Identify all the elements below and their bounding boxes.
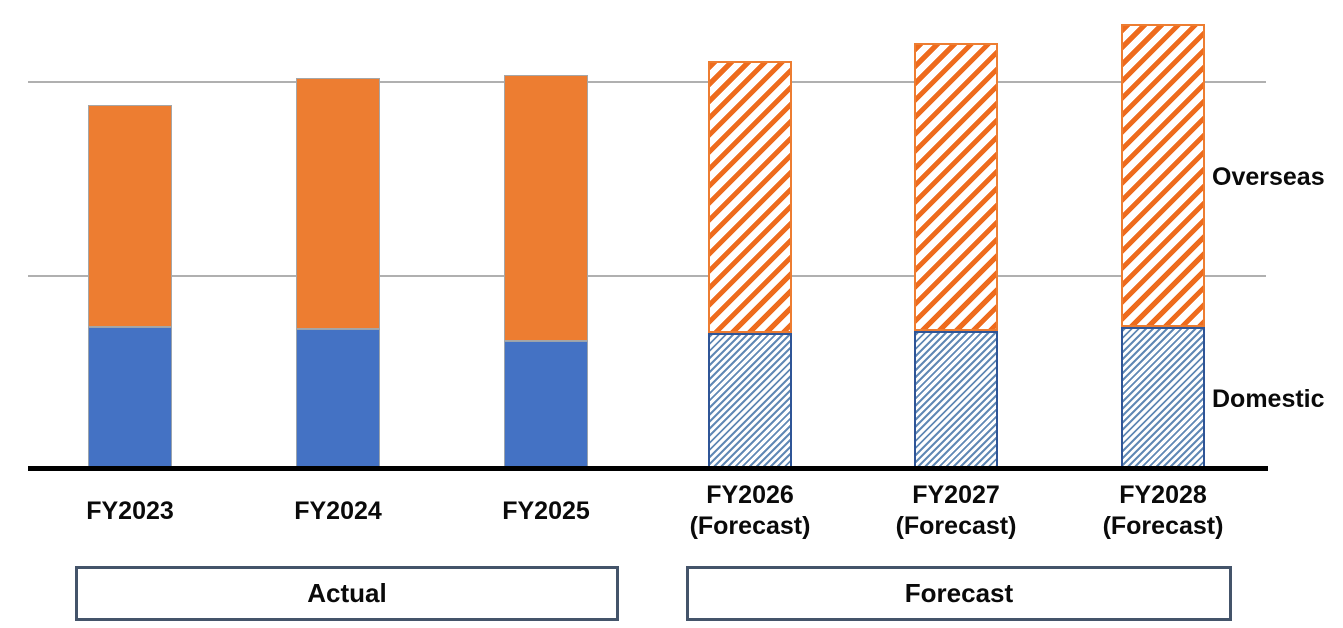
category-label-fy2027: FY2027 (Forecast) <box>853 478 1059 544</box>
bar-segment-domestic-fy2025 <box>504 341 588 468</box>
category-label-fy2025: FY2025 <box>443 478 649 544</box>
category-label-line1: FY2026 <box>706 481 794 509</box>
bar-segment-overseas-fy2026 <box>708 61 792 333</box>
category-label-line1: FY2027 <box>912 481 1000 509</box>
category-label-fy2023: FY2023 <box>27 478 233 544</box>
category-label-line1: FY2024 <box>294 496 382 525</box>
gridline-upper <box>28 81 1266 83</box>
series-label-overseas: Overseas <box>1212 163 1325 191</box>
bar-segment-domestic-fy2024 <box>296 329 380 468</box>
bar-segment-domestic-fy2028 <box>1121 327 1205 468</box>
actual-group-box: Actual <box>75 566 619 621</box>
category-label-fy2024: FY2024 <box>235 478 441 544</box>
category-label-line2: (Forecast) <box>895 512 1017 540</box>
category-label-line1: FY2025 <box>502 496 590 525</box>
bar-segment-overseas-fy2024 <box>296 78 380 329</box>
gridline-lower <box>28 275 1266 277</box>
bar-segment-domestic-fy2023 <box>88 327 172 468</box>
forecast-group-label: Forecast <box>904 578 1014 608</box>
category-label-line1: FY2023 <box>86 496 174 525</box>
x-axis-line <box>28 466 1268 471</box>
bar-segment-overseas-fy2027 <box>914 43 998 331</box>
bar-segment-domestic-fy2026 <box>708 333 792 468</box>
series-label-domestic: Domestic <box>1212 385 1325 413</box>
category-label-line2: (Forecast) <box>689 512 811 540</box>
actual-group-label: Actual <box>307 578 387 608</box>
category-label-fy2026: FY2026 (Forecast) <box>647 478 853 544</box>
category-label-line2: (Forecast) <box>1102 512 1224 540</box>
category-label-fy2028: FY2028 (Forecast) <box>1060 478 1266 544</box>
forecast-group-box: Forecast <box>686 566 1232 621</box>
category-label-line1: FY2028 <box>1119 481 1207 509</box>
bar-segment-domestic-fy2027 <box>914 331 998 468</box>
bar-segment-overseas-fy2025 <box>504 75 588 341</box>
bar-segment-overseas-fy2023 <box>88 105 172 327</box>
bar-segment-overseas-fy2028 <box>1121 24 1205 327</box>
